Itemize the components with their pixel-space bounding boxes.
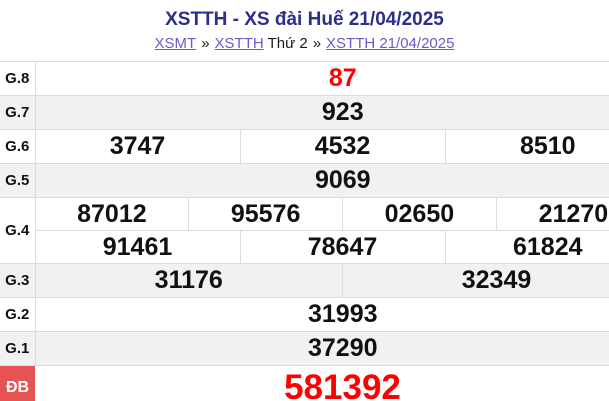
- breadcrumb-link-xstth[interactable]: XSTTH: [214, 35, 264, 52]
- prize-value-special: 581392: [35, 365, 609, 401]
- results-table: G.8 87 G.7 923 G.6 3747 4532 8510 G.5 90…: [0, 61, 609, 401]
- prize-label: G.1: [0, 331, 36, 366]
- prize-value: 3747: [35, 129, 240, 164]
- prize-value: 02650: [342, 197, 497, 231]
- table-row-g4-line1: G.4 87012 95576 02650 21270: [0, 197, 609, 264]
- prize-value: 87012: [35, 197, 189, 231]
- table-row-db: ĐB 581392: [0, 365, 609, 401]
- prize-value: 61824: [444, 230, 609, 264]
- table-row-g1: G.1 37290: [0, 331, 609, 366]
- breadcrumb: XSMT» XSTTH Thứ 2» XSTTH 21/04/2025: [0, 35, 609, 53]
- prize-label: G.7: [0, 95, 36, 130]
- prize-value: 87: [35, 61, 609, 96]
- prize-value: 8510: [444, 129, 609, 164]
- table-row-g8: G.8 87: [0, 61, 609, 96]
- table-row-g6: G.6 3747 4532 8510: [0, 129, 609, 164]
- breadcrumb-link-date[interactable]: XSTTH 21/04/2025: [326, 35, 455, 52]
- breadcrumb-separator: »: [201, 35, 210, 52]
- prize-label: G.5: [0, 163, 36, 198]
- breadcrumb-weekday: Thứ 2: [267, 35, 308, 52]
- table-row-g3: G.3 31176 32349: [0, 263, 609, 298]
- prize-value: 31993: [35, 297, 609, 332]
- prize-value: 95576: [188, 197, 343, 231]
- prize-label-special: ĐB: [0, 365, 35, 401]
- breadcrumb-link-xsmt[interactable]: XSMT: [154, 35, 197, 52]
- prize-label: G.3: [0, 263, 36, 298]
- table-row-g4-line2: 91461 78647 61824: [0, 230, 609, 264]
- prize-label: G.6: [0, 129, 36, 164]
- prize-label: G.8: [0, 61, 36, 96]
- prize-value: 32349: [342, 263, 609, 298]
- prize-label: G.2: [0, 297, 36, 332]
- breadcrumb-separator: »: [312, 35, 322, 52]
- table-row-g7: G.7 923: [0, 95, 609, 130]
- prize-value: 37290: [35, 331, 609, 366]
- prize-value: 923: [35, 95, 609, 130]
- prize-value: 91461: [35, 230, 240, 264]
- table-row-g2: G.2 31993: [0, 297, 609, 332]
- prize-value: 31176: [35, 263, 343, 298]
- prize-value: 21270: [495, 197, 609, 231]
- page-title: XSTTH - XS đài Huế 21/04/2025: [165, 9, 444, 30]
- prize-value: 9069: [35, 163, 609, 198]
- table-row-g5: G.5 9069: [0, 163, 609, 198]
- prize-label: G.4: [0, 197, 36, 264]
- prize-value: 4532: [239, 129, 445, 164]
- prize-value: 78647: [239, 230, 445, 264]
